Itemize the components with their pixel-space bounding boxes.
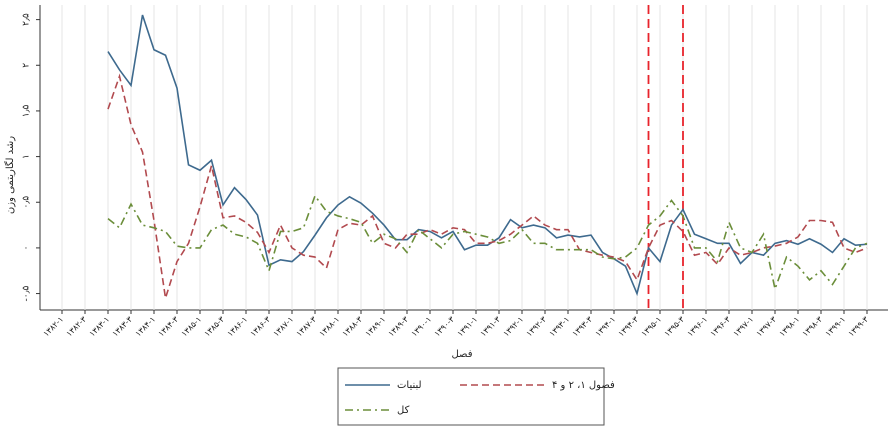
x-tick-label: ۱۳۸۵-۱ [180,315,204,339]
legend-label: لبنیات [397,380,422,391]
x-tick-label: ۱۳۹۷-۳ [755,314,779,338]
x-tick-label: ۱۳۸۴-۳ [157,314,181,338]
x-tick-label: ۱۳۹۰-۱ [410,315,434,339]
x-tick-label: ۱۳۹۳-۳ [571,314,595,338]
legend-box [337,367,605,426]
x-tick-label: ۱۳۸۹-۱ [364,315,388,339]
x-tick-label: ۱۳۸۴-۱ [134,315,158,339]
x-axis-title: فصل [451,349,472,360]
series-line [107,73,868,299]
series-line [107,14,868,297]
x-tick-label: ۱۳۸۷-۳ [295,314,319,338]
x-tick-label: ۱۳۹۵-۱ [640,315,664,339]
x-tick-label: ۱۳۹۱-۳ [479,314,503,338]
x-tick-label: ۱۳۹۳-۱ [548,315,572,339]
x-tick-label: ۱۳۹۴-۳ [617,314,641,338]
x-tick-label: ۱۳۹۲-۱ [502,315,526,339]
x-tick-label: ۱۳۸۳-۱ [88,315,112,339]
x-tick-label: ۱۳۹۱-۱ [456,315,480,339]
y-tick-label: ۲ [22,63,32,68]
y-tick-label: ۰ [22,245,32,250]
y-tick-label: ۲٫۵ [22,13,32,26]
x-tick-label: ۱۳۹۸-۱ [778,315,802,339]
series-line [107,194,868,292]
x-tick-label: ۱۳۸۲-۱ [42,315,66,339]
x-tick-label: ۱۳۹۸-۳ [801,314,825,338]
x-tick-label: ۱۳۹۵-۳ [663,314,687,338]
x-tick-label: ۱۳۸۶-۱ [226,315,250,339]
x-tick-label: ۱۳۸۸-۱ [318,315,342,339]
legend-label: فصول ۱، ۲ و ۴ [552,380,615,391]
x-tick-label: ۱۳۹۰-۳ [433,314,457,338]
x-tick-label: ۱۳۸۳-۳ [111,314,135,338]
y-tick-label: ۱ [22,154,32,159]
x-tick-label: ۱۳۸۷-۱ [272,315,296,339]
x-tick-label: ۱۳۹۹-۱ [824,315,848,339]
x-tick-label: ۱۳۸۲-۳ [65,314,89,338]
x-tick-label: ۱۳۸۵-۳ [203,314,227,338]
x-tick-label: ۱۳۹۶-۳ [709,314,733,338]
x-tick-label: ۱۳۹۲-۳ [525,314,549,338]
x-tick-label: ۱۳۹۹-۳ [847,314,871,338]
x-tick-label: ۱۳۸۶-۳ [249,314,273,338]
y-tick-label: -۰٫۵ [22,285,32,301]
x-tick-label: ۱۳۸۸-۳ [341,314,365,338]
y-tick-label: ۰٫۵ [22,196,32,209]
x-tick-label: ۱۳۸۹-۳ [387,314,411,338]
x-tick-label: ۱۳۹۴-۱ [594,315,618,339]
y-tick-label: ۱٫۵ [22,104,32,117]
x-tick-label: ۱۳۹۶-۱ [686,315,710,339]
y-axis-title: رشد لگاریتمی وزن [4,136,16,214]
legend-label: کل [397,405,410,416]
x-tick-label: ۱۳۹۷-۱ [732,315,756,339]
